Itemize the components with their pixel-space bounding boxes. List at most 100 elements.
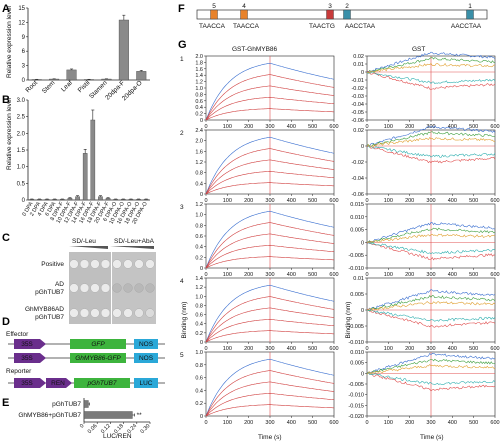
yeast-spot xyxy=(123,308,133,318)
sensorgram-right-2: 0.020-0.02-0.04-0.060 100 200 300 400 500 600 xyxy=(351,125,500,204)
binding-curve xyxy=(366,71,496,84)
binding-curve xyxy=(366,301,496,312)
x-tick-label: 300 xyxy=(265,346,274,352)
panel-letter-f: F xyxy=(178,3,185,15)
x-tick-label: 500 xyxy=(469,346,478,352)
gene-box xyxy=(70,339,126,349)
y-tick-label: 0.4 xyxy=(195,322,203,328)
y-tick-label: 1.6 xyxy=(195,67,203,73)
x-tick-label: 200 xyxy=(405,198,414,204)
binding-curve xyxy=(205,222,335,269)
gene-box xyxy=(74,378,130,388)
effector-label: Effector xyxy=(6,331,29,338)
x-tick-label: 600 xyxy=(490,198,499,204)
bar xyxy=(121,199,126,201)
binding-curve xyxy=(205,381,335,417)
site-sequence: AACCTAA xyxy=(345,23,376,30)
x-tick-label: 100 xyxy=(223,124,232,130)
x-tick-label: 0 xyxy=(365,346,368,352)
panel-c-header-right: SD/-Leu+AbA xyxy=(114,238,155,245)
y-tick-label: 0.015 xyxy=(350,202,364,208)
y-tick-label: 1.4 xyxy=(195,276,203,282)
bar xyxy=(98,196,103,201)
gene-label: GhMYB86-GFP xyxy=(75,355,121,362)
y-tick-label: 2.0 xyxy=(17,131,26,137)
binding-site xyxy=(466,9,474,20)
gene-label: pGhTUB7 xyxy=(87,380,117,387)
panel-d-constructs: 35S GFP NOS 35S GhMYB86-GFP NOS 35S REN pGhTUB7 L… xyxy=(8,339,165,388)
yeast-spot xyxy=(79,259,90,269)
binding-curve xyxy=(366,242,496,255)
x-tick-label: 600 xyxy=(329,198,338,204)
binding-curve xyxy=(205,182,335,195)
binding-site xyxy=(240,9,248,20)
binding-curve xyxy=(367,372,496,392)
site-sequence: TAACTG xyxy=(309,23,335,30)
y-tick-label: 0.4 xyxy=(195,245,203,251)
binding-curve xyxy=(366,51,496,73)
y-tick-label: -0.06 xyxy=(351,192,364,198)
x-tick-label: 500 xyxy=(469,198,478,204)
y-tick-label: 2.5 xyxy=(17,115,26,121)
y-tick-label: 0 xyxy=(22,198,26,204)
yeast-spot xyxy=(112,259,122,269)
binding-curve xyxy=(205,318,335,343)
x-tick-label: 0.12 xyxy=(100,423,112,435)
x-tick-label: 200 xyxy=(244,124,253,130)
binding-curve xyxy=(366,227,496,243)
panel-g-col-left: GST-GhMYB86 xyxy=(232,46,278,53)
panel-g-xlabel-right: Time (s) xyxy=(420,434,444,441)
row-number: 2 xyxy=(180,130,184,137)
gene-box xyxy=(70,353,126,363)
y-tick-label: 6 xyxy=(22,49,26,55)
y-tick-label: 2.0 xyxy=(195,139,203,145)
bar xyxy=(67,198,73,201)
y-tick-label: 0.6 xyxy=(195,313,203,319)
yeast-spot xyxy=(134,283,144,293)
x-tick-label: 0 xyxy=(204,124,207,130)
sensorgram-left-1: 00.20.40.60.81.01.21.41.61.82.0 0 100 200 30… xyxy=(195,54,338,130)
panel-g-grid: Binding (nm) Binding (nm)100.20.40.60.81.… xyxy=(180,51,500,426)
binding-curve xyxy=(205,284,335,343)
site-number: 2 xyxy=(345,3,349,10)
yeast-spot xyxy=(69,308,79,318)
x-tick-label: 0 xyxy=(204,346,207,352)
x-tick-label: 300 xyxy=(265,124,274,130)
binding-curve xyxy=(205,148,335,195)
promoter-label: 35S xyxy=(21,380,33,387)
y-tick-label: 0 xyxy=(361,70,364,76)
y-tick-label: 0 xyxy=(200,266,203,272)
x-tick-label: 400 xyxy=(448,198,457,204)
binding-curve xyxy=(205,307,335,343)
terminator-label: LUC xyxy=(139,380,152,387)
bar xyxy=(52,199,57,201)
y-tick-label: 2.0 xyxy=(195,54,203,60)
promoter-arrow xyxy=(14,353,46,363)
row-number: 3 xyxy=(180,204,184,211)
yeast-spot xyxy=(79,308,90,318)
row-label: AD xyxy=(55,281,64,288)
x-tick-label: 0 xyxy=(204,198,207,204)
row-label: GhMYB86AD xyxy=(25,306,64,313)
bar xyxy=(105,198,111,201)
binding-curve xyxy=(205,392,335,417)
yeast-spot xyxy=(145,308,155,318)
x-tick-label: 200 xyxy=(405,420,414,426)
binding-curve xyxy=(366,136,496,147)
panel-letter-g: G xyxy=(178,39,187,51)
bar xyxy=(83,400,89,408)
binding-curve xyxy=(205,296,335,343)
panel-c: C SD/-Leu SD/-Leu+AbA PositiveADpGhTUB7G… xyxy=(2,232,156,324)
x-tick-label: 100 xyxy=(384,124,393,130)
bar xyxy=(75,196,80,201)
y-tick-label: 0.8 xyxy=(195,92,203,98)
y-tick-label: 0.8 xyxy=(195,303,203,309)
y-tick-label: 0 xyxy=(200,340,203,346)
x-tick-label: 600 xyxy=(490,346,499,352)
category-label: Leaf xyxy=(60,79,74,93)
binding-curve xyxy=(205,330,335,343)
bar xyxy=(128,199,134,201)
yeast-spot xyxy=(134,308,144,318)
y-tick-label: 0.010 xyxy=(350,350,364,356)
